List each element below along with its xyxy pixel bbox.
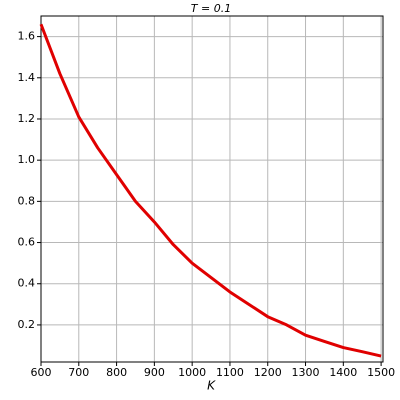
y-tick-label: 1.4 (18, 71, 36, 84)
y-tick-label: 1.6 (18, 30, 36, 43)
x-tick-label: 800 (106, 366, 127, 379)
y-tick-label: 0.6 (18, 236, 36, 249)
x-tick-label: 600 (31, 366, 52, 379)
x-tick-label: 1300 (292, 366, 320, 379)
chart-title: T = 0.1 (191, 2, 231, 15)
x-tick-label: 700 (68, 366, 89, 379)
y-tick-label: 0.2 (18, 318, 36, 331)
x-axis-label: K (207, 379, 216, 393)
plot-frame (40, 15, 384, 363)
x-tick-label: 1100 (216, 366, 244, 379)
x-tick-label: 900 (144, 366, 165, 379)
x-tick-label: 1200 (254, 366, 282, 379)
x-tick-label: 1400 (329, 366, 357, 379)
y-tick-label: 1.0 (18, 153, 36, 166)
y-tick-label: 0.4 (18, 277, 36, 290)
y-tick-label: 0.8 (18, 194, 36, 207)
x-tick-label: 1500 (367, 366, 395, 379)
x-tick-label: 1000 (178, 366, 206, 379)
y-tick-label: 1.2 (18, 112, 36, 125)
data-line (39, 23, 382, 358)
